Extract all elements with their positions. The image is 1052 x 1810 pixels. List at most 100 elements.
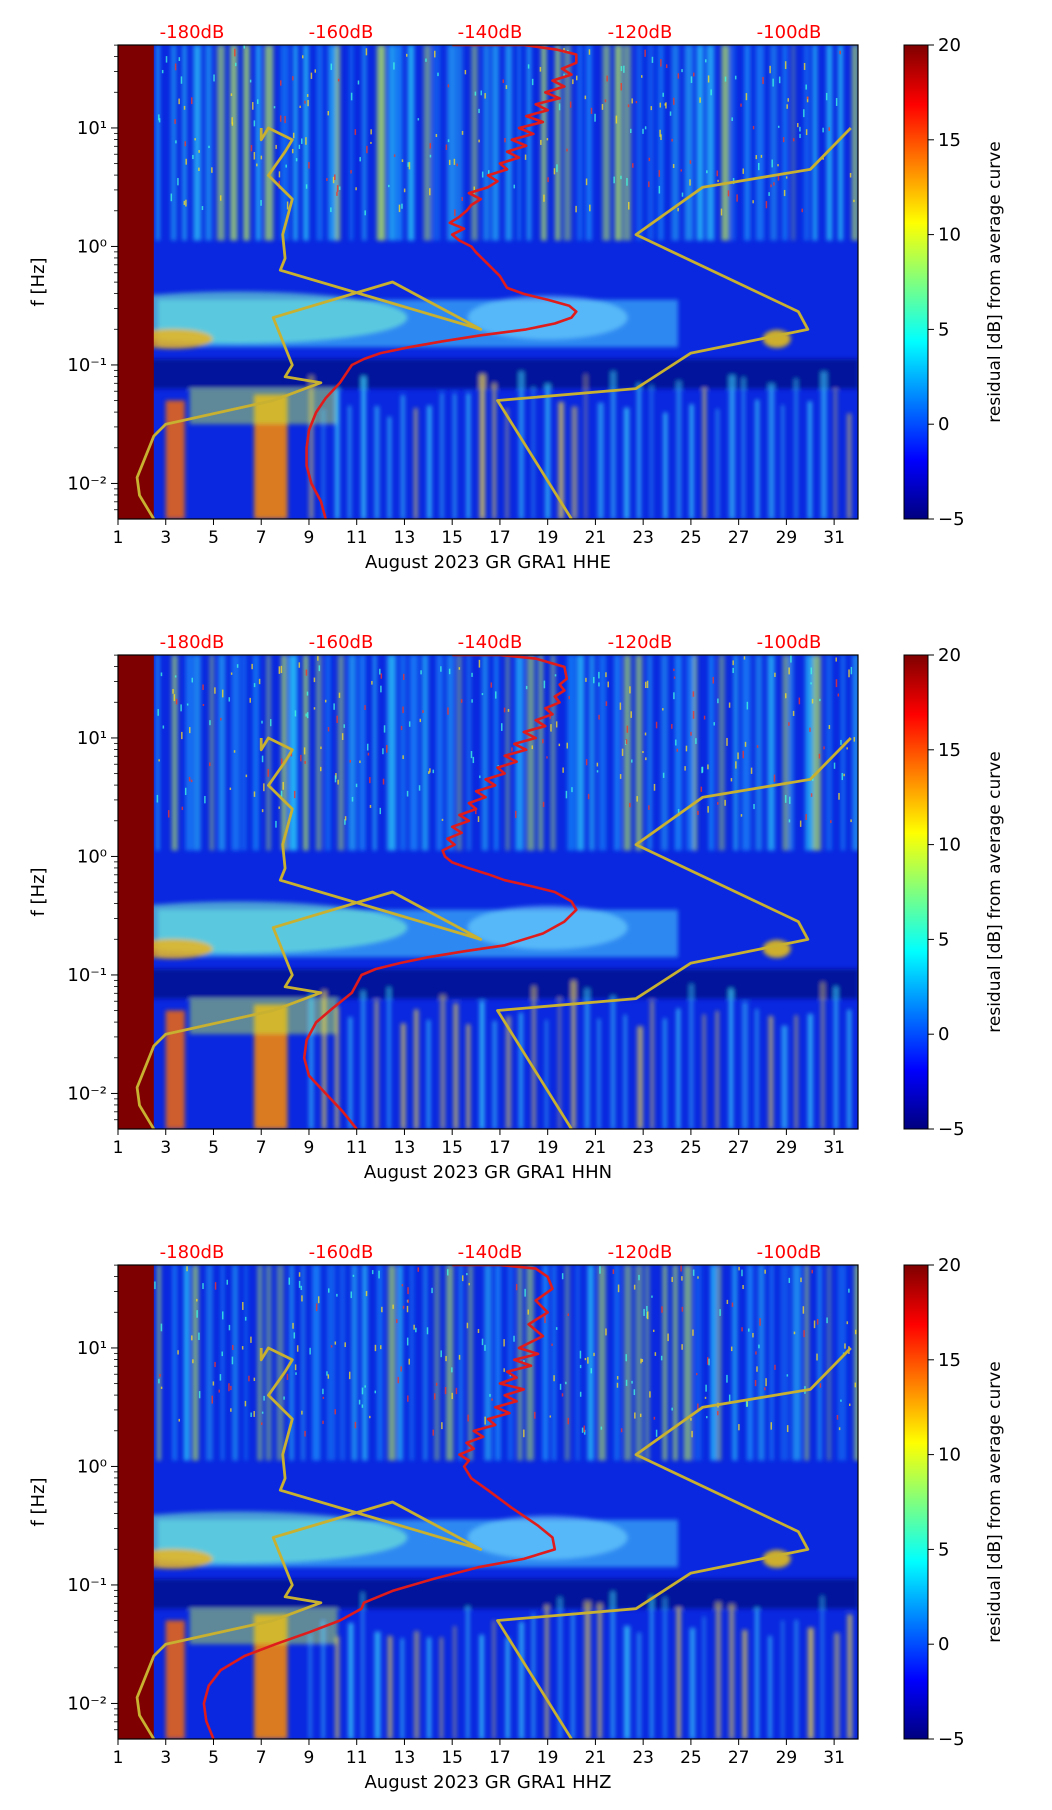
data-gap (118, 655, 154, 1129)
x-tick-label: 27 (728, 528, 750, 548)
db-scale-label: -140dB (458, 1242, 523, 1263)
high-noise-model-line (496, 737, 852, 1129)
colorbar-tick-label: 20 (938, 645, 961, 666)
heatmap-specks (158, 45, 858, 217)
x-tick-label: 21 (585, 1138, 607, 1158)
colorbar-tick-label: 0 (938, 1634, 949, 1655)
colorbar-tick-label: −5 (938, 509, 965, 530)
x-tick-label: 7 (256, 1748, 267, 1768)
spectrogram-heatmap (118, 655, 858, 1129)
heatmap-specks (156, 655, 856, 828)
y-tick-label: 10⁰ (77, 236, 107, 257)
db-scale-label: -140dB (458, 22, 523, 43)
x-tick-label: 11 (346, 1138, 368, 1158)
x-tick-label: 15 (441, 528, 463, 548)
x-tick-label: 3 (160, 1138, 171, 1158)
x-tick-label: 25 (680, 528, 702, 548)
db-scale-label: -120dB (608, 22, 673, 43)
x-axis-label: August 2023 GR GRA1 HHE (365, 552, 611, 573)
high-noise-model-line (496, 127, 852, 519)
colorbar-tick-label: −5 (938, 1729, 965, 1750)
x-tick-label: 11 (346, 1748, 368, 1768)
x-tick-label: 1 (113, 1138, 124, 1158)
x-tick-label: 31 (823, 1748, 845, 1768)
heatmap-texture (118, 655, 858, 1129)
colorbar-tick-label: 20 (938, 35, 961, 56)
y-tick-label: 10⁻² (67, 1083, 107, 1104)
colorbar-tick-label: 15 (938, 1350, 961, 1371)
x-tick-label: 1 (113, 1748, 124, 1768)
data-gap (118, 1265, 154, 1739)
x-tick-label: 3 (160, 1748, 171, 1768)
x-tick-label: 29 (776, 1748, 798, 1768)
low-noise-model-line (135, 1346, 483, 1739)
db-scale-label: -180dB (160, 22, 225, 43)
x-tick-label: 25 (680, 1138, 702, 1158)
db-scale-label: -160dB (309, 22, 374, 43)
x-axis-label: August 2023 GR GRA1 HHZ (364, 1772, 611, 1793)
x-tick-label: 27 (728, 1748, 750, 1768)
y-tick-label: 10¹ (77, 1338, 107, 1359)
db-scale-label: -180dB (160, 632, 225, 653)
colorbar (903, 654, 929, 1130)
colorbar-tick-label: 5 (938, 1539, 949, 1560)
x-tick-label: 29 (776, 1138, 798, 1158)
x-axis-label: August 2023 GR GRA1 HHN (364, 1162, 612, 1183)
colorbar (903, 44, 929, 520)
db-scale-label: -160dB (309, 1242, 374, 1263)
x-tick-label: 15 (441, 1748, 463, 1768)
x-tick-label: 5 (208, 528, 219, 548)
mean-psd-line (202, 1265, 557, 1739)
x-tick-label: 1 (113, 528, 124, 548)
colorbar-tick-label: 15 (938, 740, 961, 761)
db-scale-label: -120dB (608, 1242, 673, 1263)
x-tick-label: 9 (304, 528, 315, 548)
y-tick-label: 10⁰ (77, 846, 107, 867)
x-tick-label: 17 (489, 1748, 511, 1768)
colorbar-tick-label: 10 (938, 225, 961, 246)
x-tick-label: 11 (346, 528, 368, 548)
x-tick-label: 23 (632, 1748, 654, 1768)
x-tick-label: 29 (776, 528, 798, 548)
db-scale-label: -140dB (458, 632, 523, 653)
x-tick-label: 23 (632, 1138, 654, 1158)
x-tick-label: 25 (680, 1748, 702, 1768)
x-tick-label: 19 (537, 528, 559, 548)
x-tick-label: 27 (728, 1138, 750, 1158)
colorbar-tick-label: 20 (938, 1255, 961, 1276)
y-tick-label: 10⁻¹ (67, 1575, 107, 1596)
colorbar-tick-label: 5 (938, 929, 949, 950)
db-scale-label: -120dB (608, 632, 673, 653)
db-scale-label: -160dB (309, 632, 374, 653)
x-tick-label: 17 (489, 528, 511, 548)
y-tick-label: 10⁻² (67, 1693, 107, 1714)
y-axis-label: f [Hz] (28, 867, 49, 916)
x-tick-label: 19 (537, 1748, 559, 1768)
colorbar-label: residual [dB] from average curve (985, 751, 1005, 1032)
colorbar-tick-label: 10 (938, 835, 961, 856)
colorbar-label: residual [dB] from average curve (985, 1361, 1005, 1642)
y-axis-label: f [Hz] (28, 1477, 49, 1526)
mean-psd-line (305, 45, 578, 519)
spectrogram-heatmap (118, 45, 858, 519)
spectrogram-heatmap (118, 1265, 858, 1739)
x-tick-label: 31 (823, 1138, 845, 1158)
low-noise-model-line (135, 736, 483, 1129)
x-tick-label: 13 (394, 1748, 416, 1768)
x-tick-label: 23 (632, 528, 654, 548)
colorbar (903, 1264, 929, 1740)
db-scale-label: -100dB (757, 22, 822, 43)
colorbar-tick-label: 0 (938, 1024, 949, 1045)
data-gap (118, 45, 154, 519)
x-tick-label: 3 (160, 528, 171, 548)
x-tick-label: 5 (208, 1138, 219, 1158)
heatmap-texture (118, 45, 858, 519)
y-tick-label: 10¹ (77, 728, 107, 749)
y-tick-label: 10⁻² (67, 473, 107, 494)
db-scale-label: -100dB (757, 632, 822, 653)
